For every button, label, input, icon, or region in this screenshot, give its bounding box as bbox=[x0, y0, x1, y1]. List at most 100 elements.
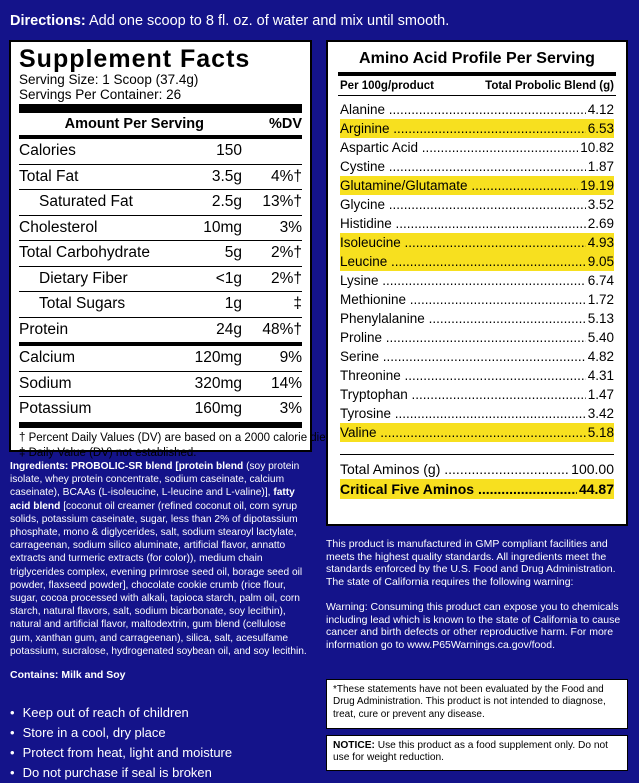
facts-row: Calories 150 bbox=[19, 139, 302, 165]
amino-name: Threonine bbox=[340, 368, 586, 383]
facts-row: Cholesterol 10mg 3% bbox=[19, 216, 302, 241]
facts-row: Total Sugars 1g ‡ bbox=[19, 292, 302, 318]
nutrient-amount: 320mg bbox=[194, 374, 242, 392]
per-100g-header: Per 100g/product bbox=[340, 80, 434, 92]
amino-name: Leucine bbox=[340, 254, 586, 269]
amino-row: Lysine6.74 bbox=[340, 271, 614, 290]
amino-row: Phenylalanine5.13 bbox=[340, 309, 614, 328]
ingredients-part1: (soy protein isolate, whey protein conce… bbox=[10, 461, 300, 499]
facts-row: Total Carbohydrate 5g 2%† bbox=[19, 241, 302, 267]
nutrient-name: Potassium bbox=[19, 400, 92, 418]
nutrient-amount: 5g bbox=[224, 244, 242, 262]
amino-value: 6.53 bbox=[587, 121, 614, 136]
amount-per-serving-header: Amount Per Serving bbox=[64, 116, 204, 132]
supplement-facts-panel: Supplement Facts Serving Size: 1 Scoop (… bbox=[9, 40, 333, 459]
amino-row: Tyrosine3.42 bbox=[340, 404, 614, 423]
dv-header: %DV bbox=[268, 116, 302, 132]
amino-value: 6.74 bbox=[587, 273, 614, 288]
bullet-item: Do not purchase if seal is broken bbox=[10, 763, 232, 783]
critical-five-label: Critical Five Aminos bbox=[340, 481, 577, 497]
amino-value: 5.18 bbox=[587, 425, 614, 440]
amino-row: Proline5.40 bbox=[340, 328, 614, 347]
amino-name: Proline bbox=[340, 330, 586, 345]
amino-name: Phenylalanine bbox=[340, 311, 586, 326]
nutrient-name: Total Sugars bbox=[39, 295, 126, 313]
facts-row: Dietary Fiber <1g 2%† bbox=[19, 267, 302, 292]
amino-value: 1.87 bbox=[587, 159, 614, 174]
nutrient-dv: 13%† bbox=[262, 193, 302, 211]
amino-value: 4.82 bbox=[587, 349, 614, 364]
facts-row: Total Fat 3.5g 4%† bbox=[19, 165, 302, 190]
probolic-blend-name: PROBOLIC-SR blend bbox=[71, 461, 173, 472]
allergen-statement: Contains: Milk and Soy bbox=[10, 669, 126, 681]
amino-value: 4.93 bbox=[587, 235, 614, 250]
amino-name: Alanine bbox=[340, 102, 586, 117]
facts-row: Calcium 120mg 9% bbox=[19, 346, 302, 372]
nutrient-amount: <1g bbox=[215, 269, 242, 287]
bullet-item: Keep out of reach of children bbox=[10, 703, 232, 723]
ingredients-part2: [coconut oil creamer (refined coconut oi… bbox=[10, 500, 307, 657]
facts-row: Potassium 160mg 3% bbox=[19, 397, 302, 428]
nutrient-amount: 120mg bbox=[194, 349, 242, 367]
amino-value: 10.82 bbox=[580, 140, 614, 155]
nutrient-name: Cholesterol bbox=[19, 218, 98, 236]
nutrient-dv: 3% bbox=[279, 400, 302, 418]
nutrient-dv: 4%† bbox=[270, 167, 302, 185]
ingredients-label: Ingredients: bbox=[10, 461, 69, 472]
amino-row: Aspartic Acid10.82 bbox=[340, 138, 614, 157]
amino-name: Glutamine/Glutamate bbox=[340, 178, 578, 193]
nutrient-name: Calcium bbox=[19, 349, 75, 367]
storage-bullets: Keep out of reach of children Store in a… bbox=[10, 703, 233, 783]
amino-name: Isoleucine bbox=[340, 235, 586, 250]
facts-row: Protein 24g 48%† bbox=[19, 318, 302, 346]
nutrient-dv: ‡ bbox=[293, 295, 302, 313]
notice-text: Use this product as a food supplement on… bbox=[333, 740, 609, 764]
bullet-item: Store in a cool, dry place bbox=[10, 723, 232, 743]
amino-totals: Total Aminos (g)100.00 Critical Five Ami… bbox=[340, 454, 614, 499]
nutrient-amount: 150 bbox=[216, 142, 242, 160]
amino-name: Lysine bbox=[340, 273, 586, 288]
amino-value: 19.19 bbox=[580, 178, 614, 193]
nutrient-amount: 160mg bbox=[194, 400, 242, 418]
nutrient-amount: 10mg bbox=[203, 218, 242, 236]
nutrient-name: Total Carbohydrate bbox=[19, 244, 150, 262]
total-blend-header: Total Probolic Blend (g) bbox=[485, 80, 614, 92]
amino-name: Cystine bbox=[340, 159, 586, 174]
amino-value: 1.47 bbox=[587, 387, 614, 402]
amino-name: Arginine bbox=[340, 121, 586, 136]
amino-row: Valine5.18 bbox=[340, 423, 614, 442]
amino-acid-panel: Amino Acid Profile Per Serving Per 100g/… bbox=[326, 40, 628, 526]
nutrient-amount: 3.5g bbox=[211, 167, 242, 185]
ingredients-text: Ingredients: PROBOLIC-SR blend [protein … bbox=[10, 460, 310, 658]
notice-label: NOTICE: bbox=[333, 740, 375, 751]
amino-row: Isoleucine4.93 bbox=[340, 233, 614, 252]
amino-name: Tyrosine bbox=[340, 406, 586, 421]
amino-row: Cystine1.87 bbox=[340, 157, 614, 176]
nutrient-dv: 9% bbox=[279, 349, 302, 367]
directions-label: Directions: bbox=[10, 13, 86, 29]
nutrient-dv: 2%† bbox=[270, 244, 302, 262]
amino-value: 4.12 bbox=[587, 102, 614, 117]
nutrient-dv: 2%† bbox=[270, 269, 302, 287]
prop65-warning: Warning: Consuming this product can expo… bbox=[326, 601, 621, 651]
nutrient-dv: 3% bbox=[279, 218, 302, 236]
facts-row: Sodium 320mg 14% bbox=[19, 372, 302, 397]
nutrient-amount: 24g bbox=[216, 320, 242, 338]
critical-five-row: Critical Five Aminos44.87 bbox=[340, 479, 614, 499]
amino-row: Histidine2.69 bbox=[340, 214, 614, 233]
amino-row: Threonine4.31 bbox=[340, 366, 614, 385]
amino-name: Methionine bbox=[340, 292, 586, 307]
supplement-facts-title: Supplement Facts bbox=[19, 45, 251, 73]
nutrient-name: Calories bbox=[19, 142, 76, 160]
amino-name: Tryptophan bbox=[340, 387, 586, 402]
nutrient-dv: 48%† bbox=[262, 320, 302, 338]
notice-box: NOTICE: Use this product as a food suppl… bbox=[326, 735, 628, 771]
dv-footnote: † Percent Daily Values (DV) are based on… bbox=[19, 431, 333, 444]
amino-row: Serine4.82 bbox=[340, 347, 614, 366]
bullet-item: Protect from heat, light and moisture bbox=[10, 743, 233, 763]
amino-value: 1.72 bbox=[587, 292, 614, 307]
nutrient-name: Sodium bbox=[19, 374, 72, 392]
amino-row: Glutamine/Glutamate19.19 bbox=[340, 176, 614, 195]
amino-name: Aspartic Acid bbox=[340, 140, 578, 155]
amino-acid-header: Per 100g/product Total Probolic Blend (g… bbox=[338, 72, 616, 96]
